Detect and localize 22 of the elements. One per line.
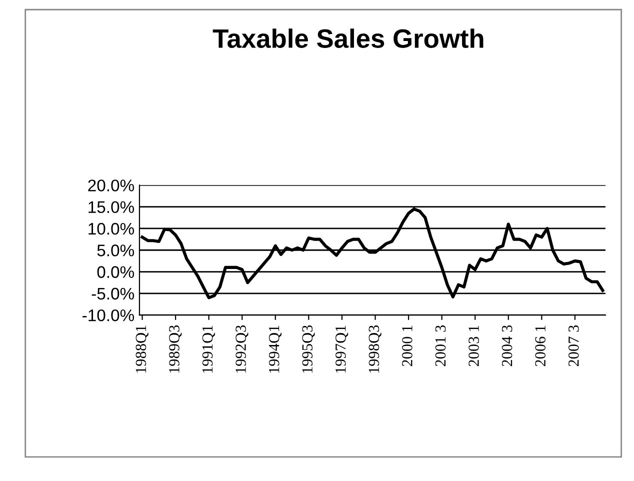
x-tick-label: 1994Q1 bbox=[268, 326, 282, 373]
x-tick-label: 1995Q3 bbox=[302, 325, 315, 373]
y-tick-label: -10.0% bbox=[82, 309, 134, 322]
y-tick-label: 5.0% bbox=[97, 244, 134, 256]
x-tick-label: 2006 1 bbox=[535, 326, 546, 366]
x-tick-label: 2004 3 bbox=[502, 325, 512, 366]
chart-title: Taxable Sales Growth bbox=[212, 28, 484, 48]
y-tick-label: 15.0% bbox=[88, 201, 134, 214]
x-tick-label: 2007 3 bbox=[568, 325, 579, 366]
x-tick-label: 1992Q3 bbox=[236, 325, 248, 373]
x-tick-label: 2003 1 bbox=[468, 326, 479, 366]
x-tick-label: 1988Q1 bbox=[136, 326, 148, 373]
x-tick-label: 2000 1 bbox=[402, 326, 412, 366]
y-tick-label: -5.0% bbox=[92, 288, 134, 300]
x-tick-label: 1997Q1 bbox=[336, 326, 348, 373]
y-tick-label: 20.0% bbox=[88, 180, 134, 192]
x-tick-label: 1989Q3 bbox=[169, 325, 182, 373]
x-tick-label: 1991Q1 bbox=[202, 326, 215, 373]
x-tick-label: 1998Q3 bbox=[368, 325, 382, 373]
x-tick-label: 2001 3 bbox=[435, 325, 446, 366]
y-tick-label: 0.0% bbox=[97, 266, 134, 278]
y-tick-label: 10.0% bbox=[88, 222, 134, 235]
